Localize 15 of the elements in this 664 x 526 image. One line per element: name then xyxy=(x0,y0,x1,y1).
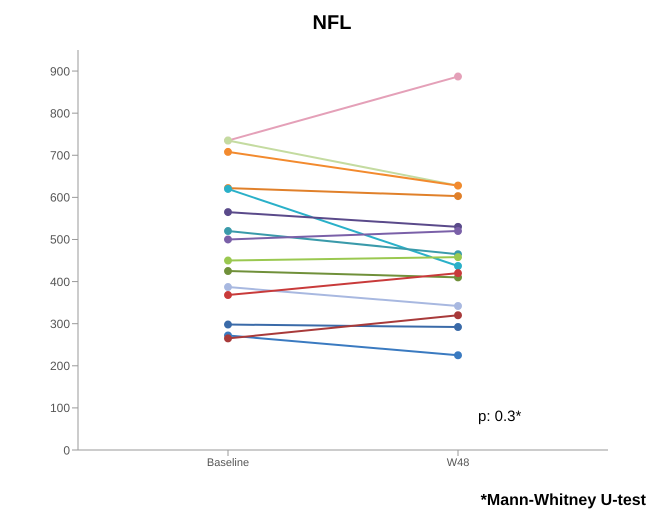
y-tick-label: 900 xyxy=(50,64,70,78)
text: *Mann-Whitney U-test xyxy=(480,492,646,510)
annotation: p: 0.3* xyxy=(478,408,522,425)
y-tick-label: 400 xyxy=(50,274,70,289)
x-tick-label: W48 xyxy=(446,456,470,469)
y-tick-label: 700 xyxy=(50,148,70,163)
y-tick-label: 800 xyxy=(50,106,70,120)
x-tick-label: Baseline xyxy=(206,456,250,469)
y-tick-label: 100 xyxy=(50,401,70,416)
y-tick-label: 600 xyxy=(50,190,70,205)
y-tick-label: 200 xyxy=(50,359,70,374)
y-tick-label: 300 xyxy=(50,316,70,331)
chart-title: NFL xyxy=(312,11,352,36)
y-tick-label: 0 xyxy=(63,443,70,458)
y-tick-label: 500 xyxy=(50,232,70,247)
